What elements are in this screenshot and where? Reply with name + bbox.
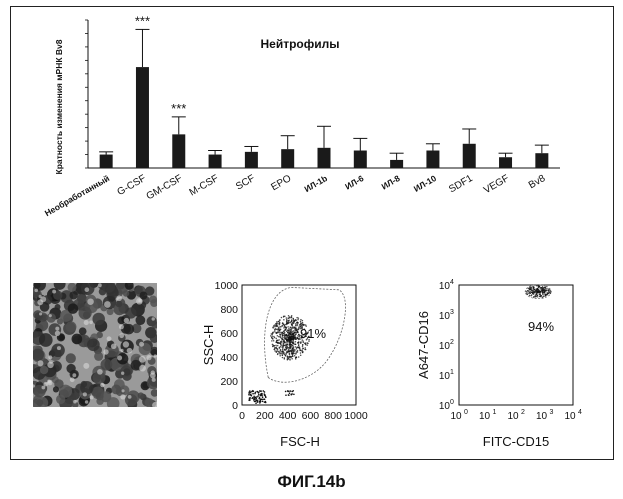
cd15-x-tick-label: 10 (507, 411, 519, 422)
cd16-y-tick-exponent: 2 (450, 339, 454, 346)
cd15-x-tick-label: 10 (479, 411, 491, 422)
cd15-x-tick-label: 10 (450, 411, 462, 422)
cd16-y-tick-label: 10 (439, 281, 451, 292)
cd15-cd16-annotation: 94% (528, 319, 554, 334)
cd16-y-tick-label: 10 (439, 341, 451, 352)
cd15-cd16-plot-area (459, 285, 573, 405)
figure-caption: ФИГ.14b (0, 472, 623, 492)
cd15-x-tick-exponent: 3 (550, 409, 554, 416)
cd16-y-tick-exponent: 0 (450, 399, 454, 406)
cd16-y-tick-label: 10 (439, 311, 451, 322)
cd15-x-tick-label: 10 (564, 411, 576, 422)
cd16-y-tick-exponent: 1 (450, 369, 454, 376)
cd16-y-tick-exponent: 3 (450, 309, 454, 316)
cd15-x-tick-exponent: 1 (493, 409, 497, 416)
cd15-x-tick-exponent: 2 (521, 409, 525, 416)
cd15-cd16-ylabel: A647-CD16 (416, 311, 431, 379)
cd16-y-tick-label: 10 (439, 371, 451, 382)
cd15-x-tick-exponent: 4 (578, 409, 582, 416)
cd15-x-tick-exponent: 0 (464, 409, 468, 416)
cd15-x-tick-label: 10 (536, 411, 548, 422)
cd16-y-tick-label: 10 (439, 401, 451, 412)
cd16-y-tick-exponent: 4 (450, 279, 454, 286)
cd15-cd16-xlabel: FITC-CD15 (483, 434, 549, 449)
